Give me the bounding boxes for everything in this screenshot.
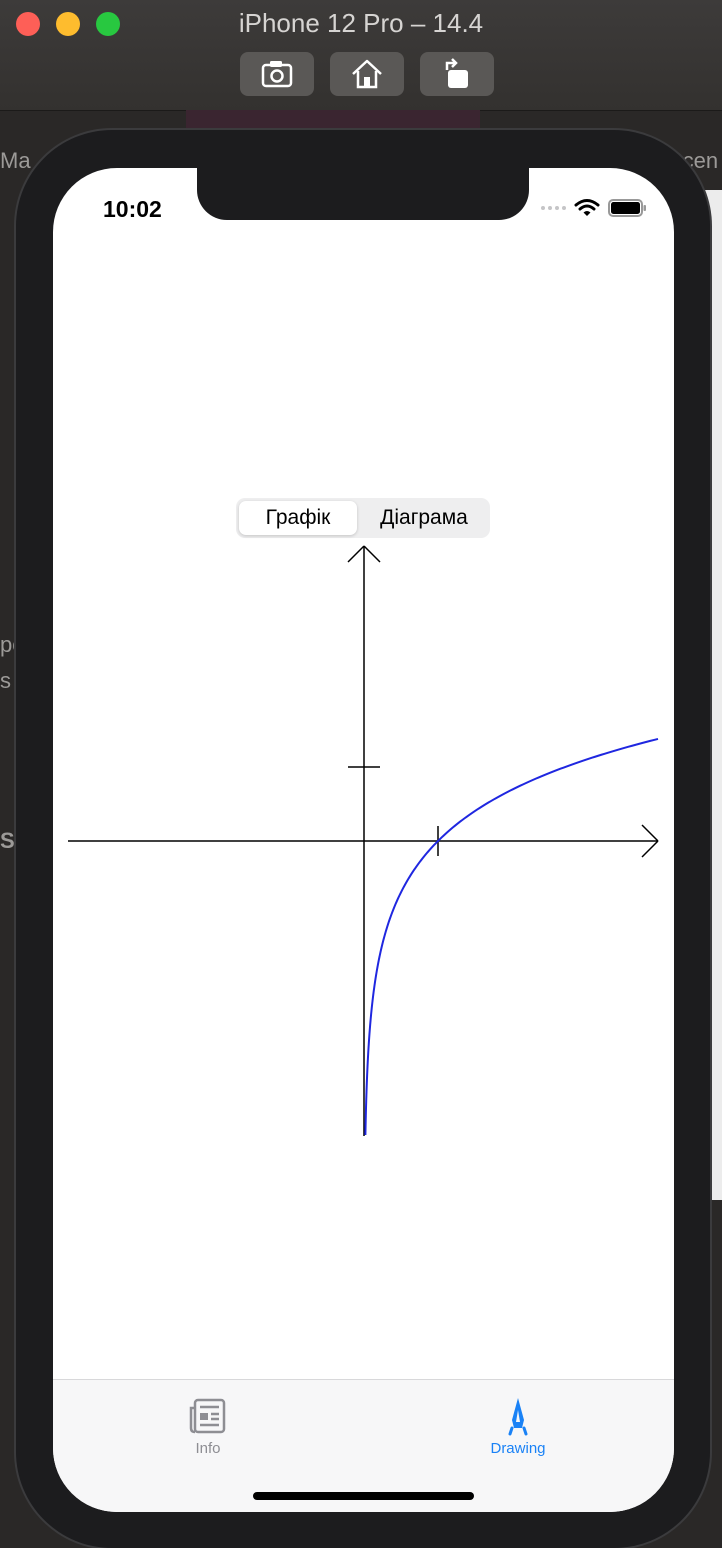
background-text: Ma [0, 148, 31, 173]
simulator-toolbar: iPhone 12 Pro – 14.4 [0, 0, 722, 111]
minimize-window-button[interactable] [56, 12, 80, 36]
graph-curve [364, 737, 659, 1136]
pen-nib-icon [508, 1398, 528, 1436]
home-button[interactable] [330, 52, 404, 96]
chart-type-segmented-control[interactable]: Графік Діаграма [236, 498, 490, 538]
tab-drawing[interactable]: Drawing [458, 1394, 578, 1457]
screenshot-icon [261, 61, 293, 88]
background-text: s [0, 668, 11, 693]
iphone-screen: 10:02 Графік Діаграма [53, 168, 674, 1512]
notch [197, 168, 529, 220]
function-graph [68, 545, 659, 1136]
y-axis-arrow [347, 545, 365, 563]
zoom-window-button[interactable] [96, 12, 120, 36]
newspaper-icon [189, 1398, 226, 1434]
graph-axes [68, 545, 659, 1136]
home-icon [352, 59, 382, 89]
close-window-button[interactable] [16, 12, 40, 36]
tab-label: Info [195, 1440, 221, 1457]
status-icons [541, 198, 648, 218]
segment-graph[interactable]: Графік [239, 501, 357, 535]
home-indicator [253, 1492, 474, 1500]
x-axis-arrow [641, 824, 659, 842]
tab-bar: Info Drawing [53, 1379, 674, 1512]
tab-label: Drawing [490, 1440, 546, 1457]
rotate-icon [445, 58, 468, 88]
background-tab-highlight [186, 110, 480, 130]
status-time: 10:02 [103, 196, 162, 222]
segment-diagram[interactable]: Діаграма [361, 501, 487, 535]
wifi-icon [574, 199, 600, 216]
cellular-signal-icon [541, 206, 566, 210]
y-axis-arrow [363, 545, 381, 563]
x-axis-arrow [641, 840, 659, 858]
simulator-title: iPhone 12 Pro – 14.4 [238, 8, 484, 38]
screenshot-button[interactable] [240, 52, 314, 96]
rotate-button[interactable] [420, 52, 494, 96]
tab-info[interactable]: Info [148, 1394, 268, 1457]
battery-icon [608, 199, 646, 217]
